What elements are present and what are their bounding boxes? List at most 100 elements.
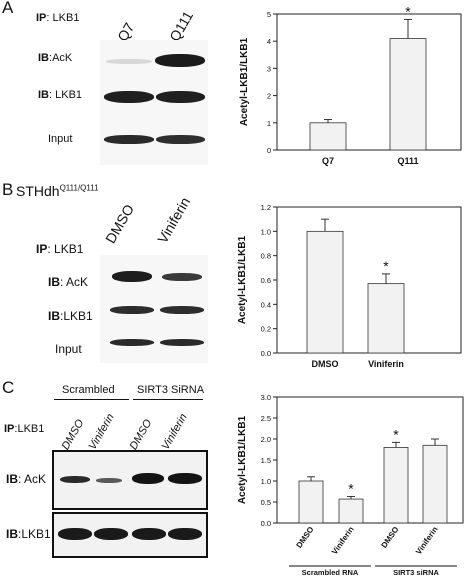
- y-tick-label: 0.8: [261, 252, 271, 261]
- y-tick-label: 5: [267, 10, 271, 19]
- plot-frame: [276, 13, 462, 151]
- y-tick-label: 1.5: [261, 456, 271, 465]
- western-blot-c-ack: [52, 450, 208, 510]
- y-axis-label: Acetyl-LKB1/LKB1: [237, 415, 248, 504]
- cell-line-genotype: Q111/Q111: [59, 183, 99, 193]
- bar-chart-a: 0 1 2 3 4 5 Acetyl-LKB1/LKB1 Q7 * Q111: [239, 3, 462, 166]
- ib-target: AcK: [52, 52, 73, 64]
- lane-label-c-3: DMSO: [127, 417, 155, 452]
- blot-band: [132, 528, 166, 540]
- ib-target: AcK: [24, 472, 47, 486]
- blot-band: [156, 135, 205, 144]
- blot-band: [155, 54, 205, 67]
- y-tick-label: 0: [267, 146, 271, 155]
- significance-marker: *: [393, 426, 399, 442]
- blot-band: [104, 91, 154, 103]
- cell-line-name: STHdh: [16, 183, 60, 199]
- x-tick-label: Viniferin: [368, 359, 404, 369]
- ip-label-c: IP:LKB1: [4, 423, 45, 435]
- ip-label-prefix: IP: [36, 12, 47, 24]
- y-tick-label: 1: [267, 119, 271, 128]
- bar: [422, 444, 448, 524]
- blot-band: [160, 339, 204, 346]
- group-label-sirt3: SIRT3 SiRNA: [137, 384, 205, 396]
- blot-row-label-input-a: Input: [48, 133, 73, 145]
- blot-band: [110, 339, 154, 346]
- chart-c-plot: 0.0 0.5 1.0 1.5 2.0 2.5 3.0 Acetyl-LKB1/LKB1 DMS…: [237, 393, 464, 577]
- ib-target: AcK: [66, 275, 89, 289]
- bar: [367, 283, 405, 354]
- chart-a-plot: 0 1 2 3 4 5 Acetyl-LKB1/LKB1 Q7 * Q111: [239, 3, 462, 166]
- bar: [309, 122, 347, 151]
- blot-band: [58, 528, 92, 540]
- ib-prefix: IB: [38, 52, 49, 64]
- blot-row-label-lkb1-b: IB:LKB1: [48, 309, 93, 323]
- ip-label-target: LKB1: [54, 242, 84, 256]
- y-tick-label: 0.5: [261, 498, 271, 507]
- x-tick-label: Q111: [397, 156, 418, 166]
- y-tick-label: 3.0: [261, 393, 271, 402]
- ib-prefix: IB: [38, 89, 49, 101]
- blot-band: [110, 306, 154, 314]
- panel-letter-a: A: [2, 0, 14, 17]
- significance-marker: *: [348, 481, 354, 497]
- ib-target: LKB1: [63, 309, 93, 323]
- group-label: SIRT3 siRNA: [393, 568, 439, 577]
- y-tick-label: 4: [267, 37, 271, 46]
- group-underline-sirt3: [133, 399, 203, 400]
- y-tick-label: 2.5: [261, 414, 271, 423]
- y-tick-label: 2: [267, 92, 271, 101]
- lane-label-viniferin-b: Viniferin: [154, 194, 194, 246]
- bar: [383, 447, 409, 524]
- y-axis-label: Acetyl-LKB1/LKB1: [239, 37, 250, 126]
- blot-band: [96, 478, 122, 483]
- y-tick-label: 0.4: [261, 300, 271, 309]
- ip-label-prefix: IP: [4, 423, 15, 435]
- panel-letter-b: B: [2, 180, 14, 199]
- ib-target: LKB1: [55, 89, 83, 101]
- group-label: Scrambled RNA: [302, 568, 359, 577]
- significance-marker: *: [405, 3, 411, 19]
- blot-band: [60, 476, 90, 483]
- y-tick-label: 1.0: [261, 477, 271, 486]
- y-tick-label: 0.0: [261, 519, 271, 528]
- blot-row-label-lkb1-a: IB: LKB1: [38, 89, 83, 101]
- ib-prefix: IB: [48, 275, 60, 289]
- blot-row-label-lkb1-c: IB:LKB1: [6, 527, 51, 541]
- y-tick-label: 0.2: [261, 325, 271, 334]
- y-tick-label: 3: [267, 64, 271, 73]
- blot-row-label-ack-c: IB: AcK: [6, 472, 47, 486]
- western-blot-c-lkb1: [52, 512, 208, 558]
- bar-chart-c: 0.0 0.5 1.0 1.5 2.0 2.5 3.0 Acetyl-LKB1/LKB1 DMS…: [237, 393, 464, 577]
- blot-row-label-ack-a: IB:AcK: [38, 52, 73, 64]
- ib-prefix: IB: [6, 527, 18, 541]
- ip-label-b: IP: LKB1: [36, 242, 84, 256]
- blot-band: [94, 528, 128, 540]
- y-tick-label: 0.0: [261, 349, 271, 358]
- x-tick-label: Q7: [322, 156, 334, 166]
- y-tick-label: 1.2: [261, 203, 271, 212]
- ib-prefix: IB: [48, 309, 60, 323]
- bar-chart-b: 0.0 0.2 0.4 0.6 0.8 1.0 1.2 Acetyl-LKB1/LKB1 DMS…: [237, 203, 462, 369]
- lane-label-c-4: Viniferin: [159, 411, 190, 452]
- chart-b-plot: 0.0 0.2 0.4 0.6 0.8 1.0 1.2 Acetyl-LKB1/LKB1 DMS…: [237, 203, 462, 369]
- blot-band: [168, 473, 202, 484]
- group-label-scrambled: Scrambled: [62, 384, 115, 396]
- ib-target: LKB1: [21, 527, 51, 541]
- blot-row-label-input-b: Input: [55, 342, 82, 356]
- blot-band: [162, 273, 202, 281]
- x-tick-label: Viniferin: [414, 525, 440, 556]
- ip-label-target: LKB1: [17, 423, 45, 435]
- x-tick-label: DMSO: [380, 525, 401, 550]
- blot-band: [160, 306, 204, 314]
- blot-band: [132, 473, 164, 484]
- cell-line-label: STHdhQ111/Q111: [16, 183, 99, 199]
- y-tick-label: 2.0: [261, 435, 271, 444]
- y-tick-label: 0.6: [261, 276, 271, 285]
- bar: [298, 480, 324, 524]
- lane-label-c-2: Viniferin: [86, 411, 117, 452]
- blot-row-label-ack-b: IB: AcK: [48, 275, 89, 289]
- lane-label-q111: Q111: [166, 8, 197, 44]
- ip-label-a: IP: LKB1: [36, 12, 80, 24]
- blot-band: [168, 528, 202, 540]
